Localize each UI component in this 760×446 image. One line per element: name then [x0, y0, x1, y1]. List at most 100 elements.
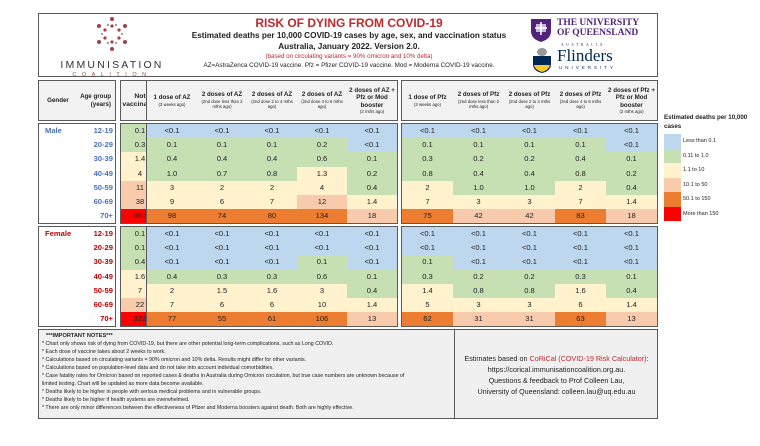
az-value-cell: 6 [247, 297, 297, 313]
header-banner: IMMUNISATION COALITION RISK OF DYING FRO… [38, 13, 658, 78]
az-value-cell: 1.4 [347, 297, 397, 313]
notes-box: ***IMPORTANT NOTES*** * Chart only shows… [38, 329, 658, 419]
table-row: 62 31 31 63 13 [402, 312, 657, 327]
table-row: 0.1 <0.1 <0.1 <0.1 <0.1 [402, 255, 657, 270]
age-group-label: 12-19 [93, 126, 113, 135]
az-value-cell: 0.1 [297, 255, 347, 270]
male-labels: Male 12-19 20-29 30-39 40-49 50-59 60-69 70+ [38, 123, 116, 224]
pfz-value-cell: <0.1 [504, 241, 555, 256]
table-row: 0.4 0.4 0.4 0.6 0.1 [147, 152, 397, 167]
pfz-value-cell: <0.1 [402, 124, 453, 139]
az-value-cell: <0.1 [297, 124, 347, 139]
pfz-value-cell: 0.3 [402, 269, 453, 284]
az-value-cell: 7 [147, 297, 197, 313]
pfz-value-cell: 0.3 [402, 152, 453, 167]
table-row: <0.1 <0.1 <0.1 <0.1 <0.1 [402, 124, 657, 139]
az-value-cell: 0.7 [197, 166, 247, 181]
female-pfz-values: <0.1 <0.1 <0.1 <0.1 <0.1 <0.1 <0.1 <0.1 <0.1 <0.1… [401, 226, 658, 327]
row-label: 30-39 [39, 152, 115, 166]
az-column-headers: 1 dose of AZ (3 weeks ago) 2 doses of AZ (2… [146, 80, 398, 121]
table-row: 9 6 7 12 1.4 [147, 194, 397, 210]
gender-label [39, 209, 77, 223]
uq-logo: THE UNIVERSITY OF QUEENSLAND AUSTRALIA [527, 16, 655, 47]
az-value-cell: <0.1 [297, 227, 347, 242]
pfz-value-cell: <0.1 [453, 227, 504, 242]
gender-label [39, 241, 77, 255]
az-column-subtitle: (2 mths ago) [359, 109, 385, 114]
az-value-cell: 7 [247, 194, 297, 210]
pfz-column-subtitle: (2 mths ago) [619, 109, 644, 114]
pfz-value-cell: 0.1 [504, 138, 555, 153]
gender-label [39, 284, 77, 298]
note-item: * There are only minor differences betwe… [42, 405, 354, 412]
note-item: limited testing. Chart will be updated a… [42, 381, 204, 388]
az-value-cell: 74 [197, 209, 247, 224]
corical-link[interactable]: CoRiCal (COVID-19 Risk Calculator) [529, 354, 647, 363]
az-value-cell: <0.1 [347, 241, 397, 256]
az-value-cell: 61 [247, 312, 297, 327]
age-group-label: 50-59 [93, 285, 113, 295]
source-suffix: : [646, 354, 649, 363]
note-item: * Deaths likely to be higher if health s… [42, 397, 190, 404]
legend-label: 0.11 to 1.0 [683, 152, 709, 159]
page-title: RISK OF DYING FROM COVID-19 [255, 16, 443, 30]
uq-name-1: THE UNIVERSITY [557, 18, 640, 28]
pfz-value-cell: 0.2 [606, 166, 657, 181]
az-value-cell: 55 [197, 312, 247, 327]
abbreviation-note: AZ=AstraZenca COVID-19 vaccine. Pfz = Pf… [203, 62, 495, 69]
note-item: * Case fatality rates for Omicron based … [42, 373, 405, 380]
az-value-cell: <0.1 [147, 241, 197, 256]
pfz-value-cell: 42 [504, 209, 555, 224]
az-value-cell: <0.1 [347, 124, 397, 139]
az-value-cell: 0.1 [347, 269, 397, 284]
az-value-cell: <0.1 [347, 255, 397, 270]
pfz-value-cell: 63 [555, 312, 606, 327]
source-info: Estimates based on CoRiCal (COVID-19 Ris… [456, 330, 657, 418]
az-column-subtitle: (2nd dose less than 2 mths ago) [201, 98, 243, 110]
row-label: 20-29 [39, 241, 115, 255]
az-column-subtitle: (2nd dose 2 to 4 mths ago) [251, 98, 293, 110]
pfz-column-headers: 1 dose of Pfz (3 weeks ago) 2 doses of Pfz… [401, 80, 658, 121]
table-row: <0.1 <0.1 <0.1 <0.1 <0.1 [147, 241, 397, 256]
table-row: <0.1 <0.1 <0.1 <0.1 <0.1 [402, 241, 657, 256]
az-value-cell: 0.6 [297, 269, 347, 284]
az-value-cell: 0.4 [247, 152, 297, 167]
note-item: * Calculations based on population-level… [42, 365, 274, 372]
pfz-column-subtitle: (2nd dose 2 to 4 mths ago) [508, 98, 551, 110]
az-value-cell: 1.4 [347, 194, 397, 210]
az-value-cell: <0.1 [197, 241, 247, 256]
legend: Estimated deaths per 10,000 cases Less t… [664, 113, 760, 221]
corical-url[interactable]: https://corical.immunisationcoalition.or… [487, 365, 626, 374]
table-row: 7 3 3 7 1.4 [402, 194, 657, 210]
table-row: 2 1.0 1.0 2 0.4 [402, 180, 657, 195]
az-column-title: 2 doses of AZ + Pfz or Mod booster [349, 86, 395, 109]
pfz-column-title: 1 dose of Pfz [408, 94, 447, 101]
uq-name-3: AUSTRALIA [561, 43, 606, 47]
legend-label: 1.1 to 10 [683, 167, 705, 174]
pfz-value-cell: 1.4 [402, 283, 453, 298]
gender-label: Male [45, 126, 62, 135]
pfz-value-cell: 13 [606, 312, 657, 327]
legend-item: More than 150 [664, 206, 760, 221]
pfz-value-cell: 75 [402, 209, 453, 224]
gender-label [39, 181, 77, 195]
legend-label: Less than 0.1 [683, 138, 717, 145]
pfz-value-cell: 0.1 [555, 138, 606, 153]
age-group-label: 60-69 [93, 299, 113, 309]
az-value-cell: 1.5 [197, 283, 247, 298]
row-label: 60-69 [39, 195, 115, 209]
pfz-value-cell: <0.1 [504, 227, 555, 242]
row-label: Male 12-19 [39, 124, 115, 138]
age-group-label: 30-39 [93, 257, 113, 267]
gender-label [39, 270, 77, 284]
az-value-cell: <0.1 [347, 227, 397, 242]
flinders-crest-icon [533, 48, 551, 73]
flinders-university: UNIVERSITY [559, 65, 617, 70]
az-value-cell: 1.3 [297, 166, 347, 181]
table-row: 0.3 0.2 0.2 0.4 0.1 [402, 152, 657, 167]
coalition-molecule-icon [97, 17, 127, 51]
legend-item: 1.1 to 10 [664, 163, 760, 178]
az-column-header: 2 doses of AZ (2nd dose 2 to 4 mths ago) [247, 91, 297, 110]
flinders-logo: Flinders UNIVERSITY [527, 47, 655, 75]
pfz-value-cell: <0.1 [402, 227, 453, 242]
